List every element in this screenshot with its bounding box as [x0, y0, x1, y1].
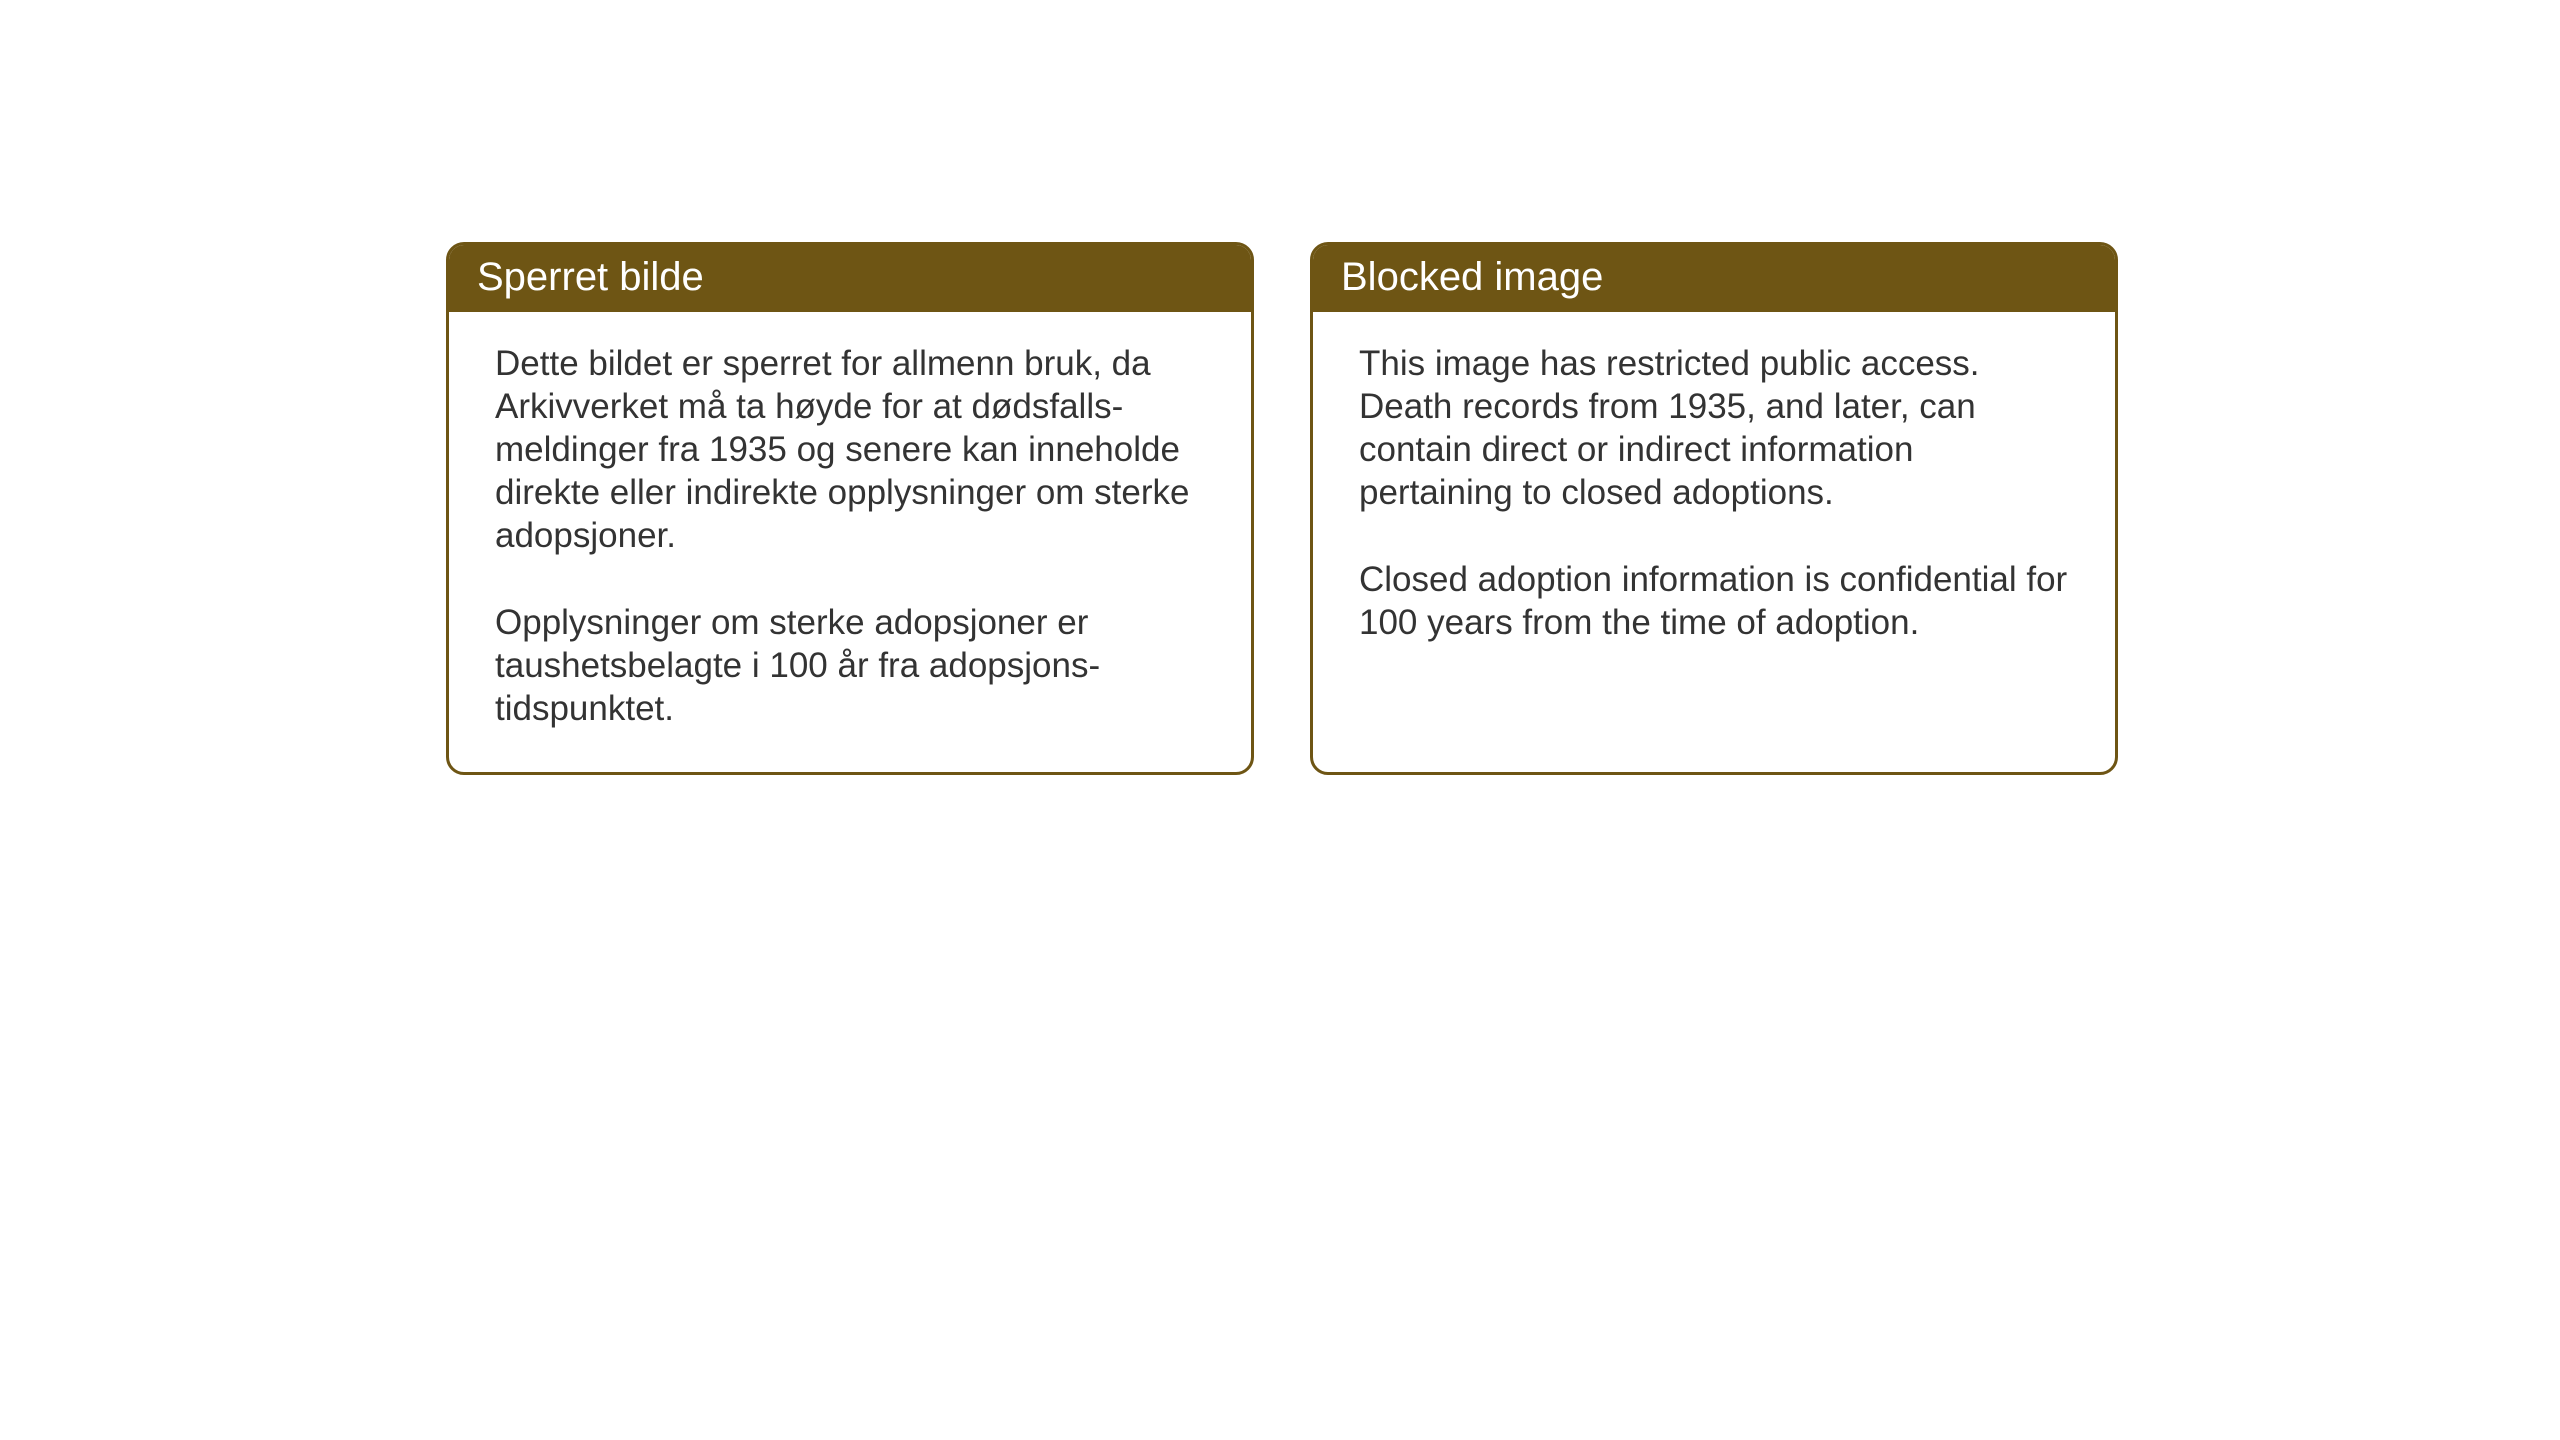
norwegian-para-2: Opplysninger om sterke adopsjoner er tau… — [495, 601, 1205, 730]
notice-cards-container: Sperret bilde Dette bildet er sperret fo… — [446, 242, 2118, 775]
english-card-body: This image has restricted public access.… — [1313, 312, 2115, 686]
english-para-2: Closed adoption information is confident… — [1359, 558, 2069, 644]
norwegian-card-body: Dette bildet er sperret for allmenn bruk… — [449, 312, 1251, 772]
norwegian-para-1: Dette bildet er sperret for allmenn bruk… — [495, 342, 1205, 557]
english-notice-card: Blocked image This image has restricted … — [1310, 242, 2118, 775]
norwegian-notice-card: Sperret bilde Dette bildet er sperret fo… — [446, 242, 1254, 775]
english-card-title: Blocked image — [1313, 245, 2115, 312]
english-para-1: This image has restricted public access.… — [1359, 342, 2069, 514]
norwegian-card-title: Sperret bilde — [449, 245, 1251, 312]
